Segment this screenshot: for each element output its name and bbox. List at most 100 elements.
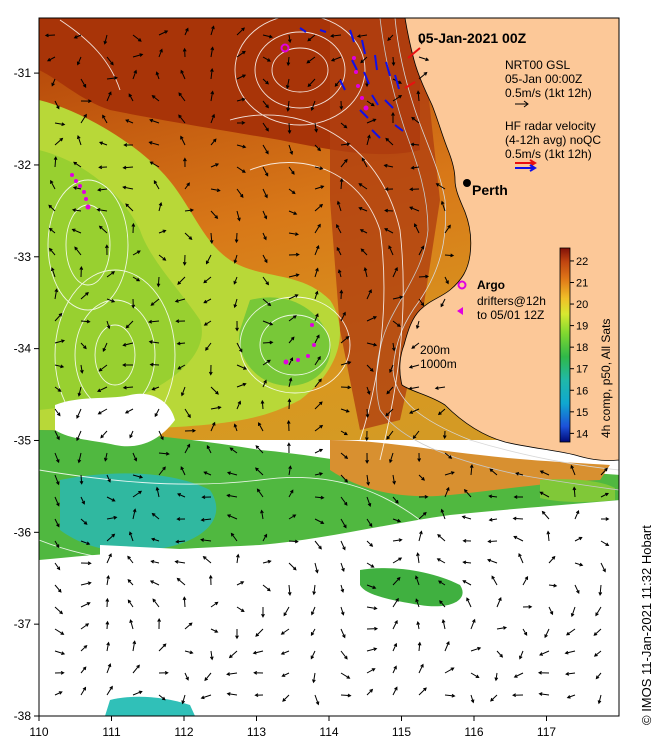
y-tick-label: -33 (14, 250, 32, 264)
velocity-arrow (229, 447, 238, 454)
velocity-arrow (262, 34, 274, 39)
velocity-arrow (154, 408, 160, 418)
bathymetry-1000m (375, 18, 619, 491)
velocity-arrow (80, 644, 88, 652)
velocity-arrow (210, 386, 219, 395)
velocity-arrow (470, 646, 482, 652)
velocity-arrow (574, 584, 580, 594)
velocity-arrow (262, 298, 272, 307)
warm-water-north (39, 18, 420, 155)
velocity-arrow (462, 538, 472, 543)
velocity-arrow (314, 694, 320, 706)
velocity-arrow (181, 694, 186, 705)
velocity-arrow (288, 232, 299, 236)
velocity-arrow (366, 584, 377, 590)
velocity-arrow (210, 25, 215, 36)
velocity-arrow (226, 514, 238, 520)
velocity-arrow (409, 206, 420, 212)
velocity-arrow (340, 628, 346, 639)
velocity-arrow (54, 100, 60, 110)
velocity-arrow (98, 364, 108, 372)
velocity-arrow (546, 530, 551, 542)
velocity-arrow (80, 518, 88, 525)
velocity-arrow (80, 540, 91, 546)
velocity-arrow (205, 342, 212, 351)
velocity-arrow (132, 69, 138, 80)
velocity-arrow (366, 496, 372, 507)
velocity-arrow (151, 512, 160, 520)
velocity-arrow (366, 540, 374, 547)
legend-radar-line3: 0.5m/s (1kt 12h) (505, 147, 592, 161)
velocity-arrow (80, 78, 87, 88)
velocity-arrow (226, 672, 238, 676)
velocity-arrow (600, 540, 610, 546)
velocity-arrow (444, 640, 450, 652)
velocity-arrow (340, 584, 345, 593)
velocity-arrow (565, 671, 576, 676)
velocity-arrow (288, 273, 300, 278)
velocity-arrow (444, 486, 450, 498)
velocity-arrow (50, 179, 56, 190)
velocity-arrow (253, 670, 264, 675)
velocity-arrow (340, 408, 350, 413)
velocity-arrow (314, 540, 322, 550)
velocity-arrow (106, 515, 118, 520)
velocity-arrow (209, 232, 214, 245)
velocity-arrow (366, 606, 378, 611)
velocity-arrow (366, 118, 377, 124)
velocity-arrow (490, 694, 498, 702)
velocity-arrow (366, 316, 377, 322)
velocity-arrow (440, 508, 446, 520)
velocity-arrow (340, 562, 345, 572)
velocity-arrow (288, 357, 294, 366)
velocity-arrow (288, 562, 297, 571)
velocity-arrow (106, 641, 110, 652)
velocity-arrow (418, 663, 424, 674)
velocity-arrow (470, 694, 475, 704)
velocity-arrow (184, 27, 189, 36)
x-tick-label: 114 (319, 725, 338, 739)
velocity-arrow (54, 364, 65, 369)
velocity-arrow (340, 311, 346, 322)
velocity-arrow (128, 93, 134, 102)
velocity-arrow (106, 553, 112, 564)
velocity-arrow (106, 685, 113, 696)
velocity-arrow (416, 90, 421, 102)
velocity-arrow (461, 515, 472, 520)
velocity-arrow (80, 561, 92, 566)
velocity-arrow (73, 34, 82, 39)
velocity-arrow (210, 405, 222, 410)
velocity-arrow (77, 386, 82, 397)
velocity-arrow (336, 246, 342, 256)
legend-drifters-line1: drifters@12h (477, 294, 546, 308)
velocity-arrow (210, 163, 220, 168)
velocity-arrow (392, 642, 398, 652)
velocity-arrow (122, 185, 134, 190)
velocity-arrow (44, 33, 56, 38)
velocity-arrow (180, 135, 186, 146)
velocity-arrow (280, 628, 290, 635)
velocity-arrow (228, 650, 238, 659)
velocity-arrow (441, 619, 446, 630)
velocity-arrows (44, 25, 610, 706)
velocity-arrow (444, 693, 456, 698)
drifter-tracks (70, 56, 369, 365)
cloud-gap (39, 560, 100, 716)
velocity-arrow (54, 518, 60, 528)
velocity-arrow (593, 628, 602, 636)
velocity-arrow (98, 141, 108, 146)
velocity-arrow (175, 539, 186, 544)
velocity-arrow (184, 182, 190, 190)
velocity-arrow (336, 200, 342, 212)
velocity-arrow (487, 539, 498, 544)
velocity-arrow (236, 188, 244, 198)
velocity-arrow (314, 518, 325, 524)
velocity-arrow (409, 408, 420, 414)
velocity-arrow (494, 672, 499, 682)
velocity-arrow (340, 672, 351, 679)
velocity-arrow (236, 364, 248, 370)
velocity-arrow (80, 581, 92, 586)
velocity-arrow (548, 606, 554, 616)
velocity-arrow (158, 451, 170, 456)
velocity-arrow (366, 386, 371, 395)
